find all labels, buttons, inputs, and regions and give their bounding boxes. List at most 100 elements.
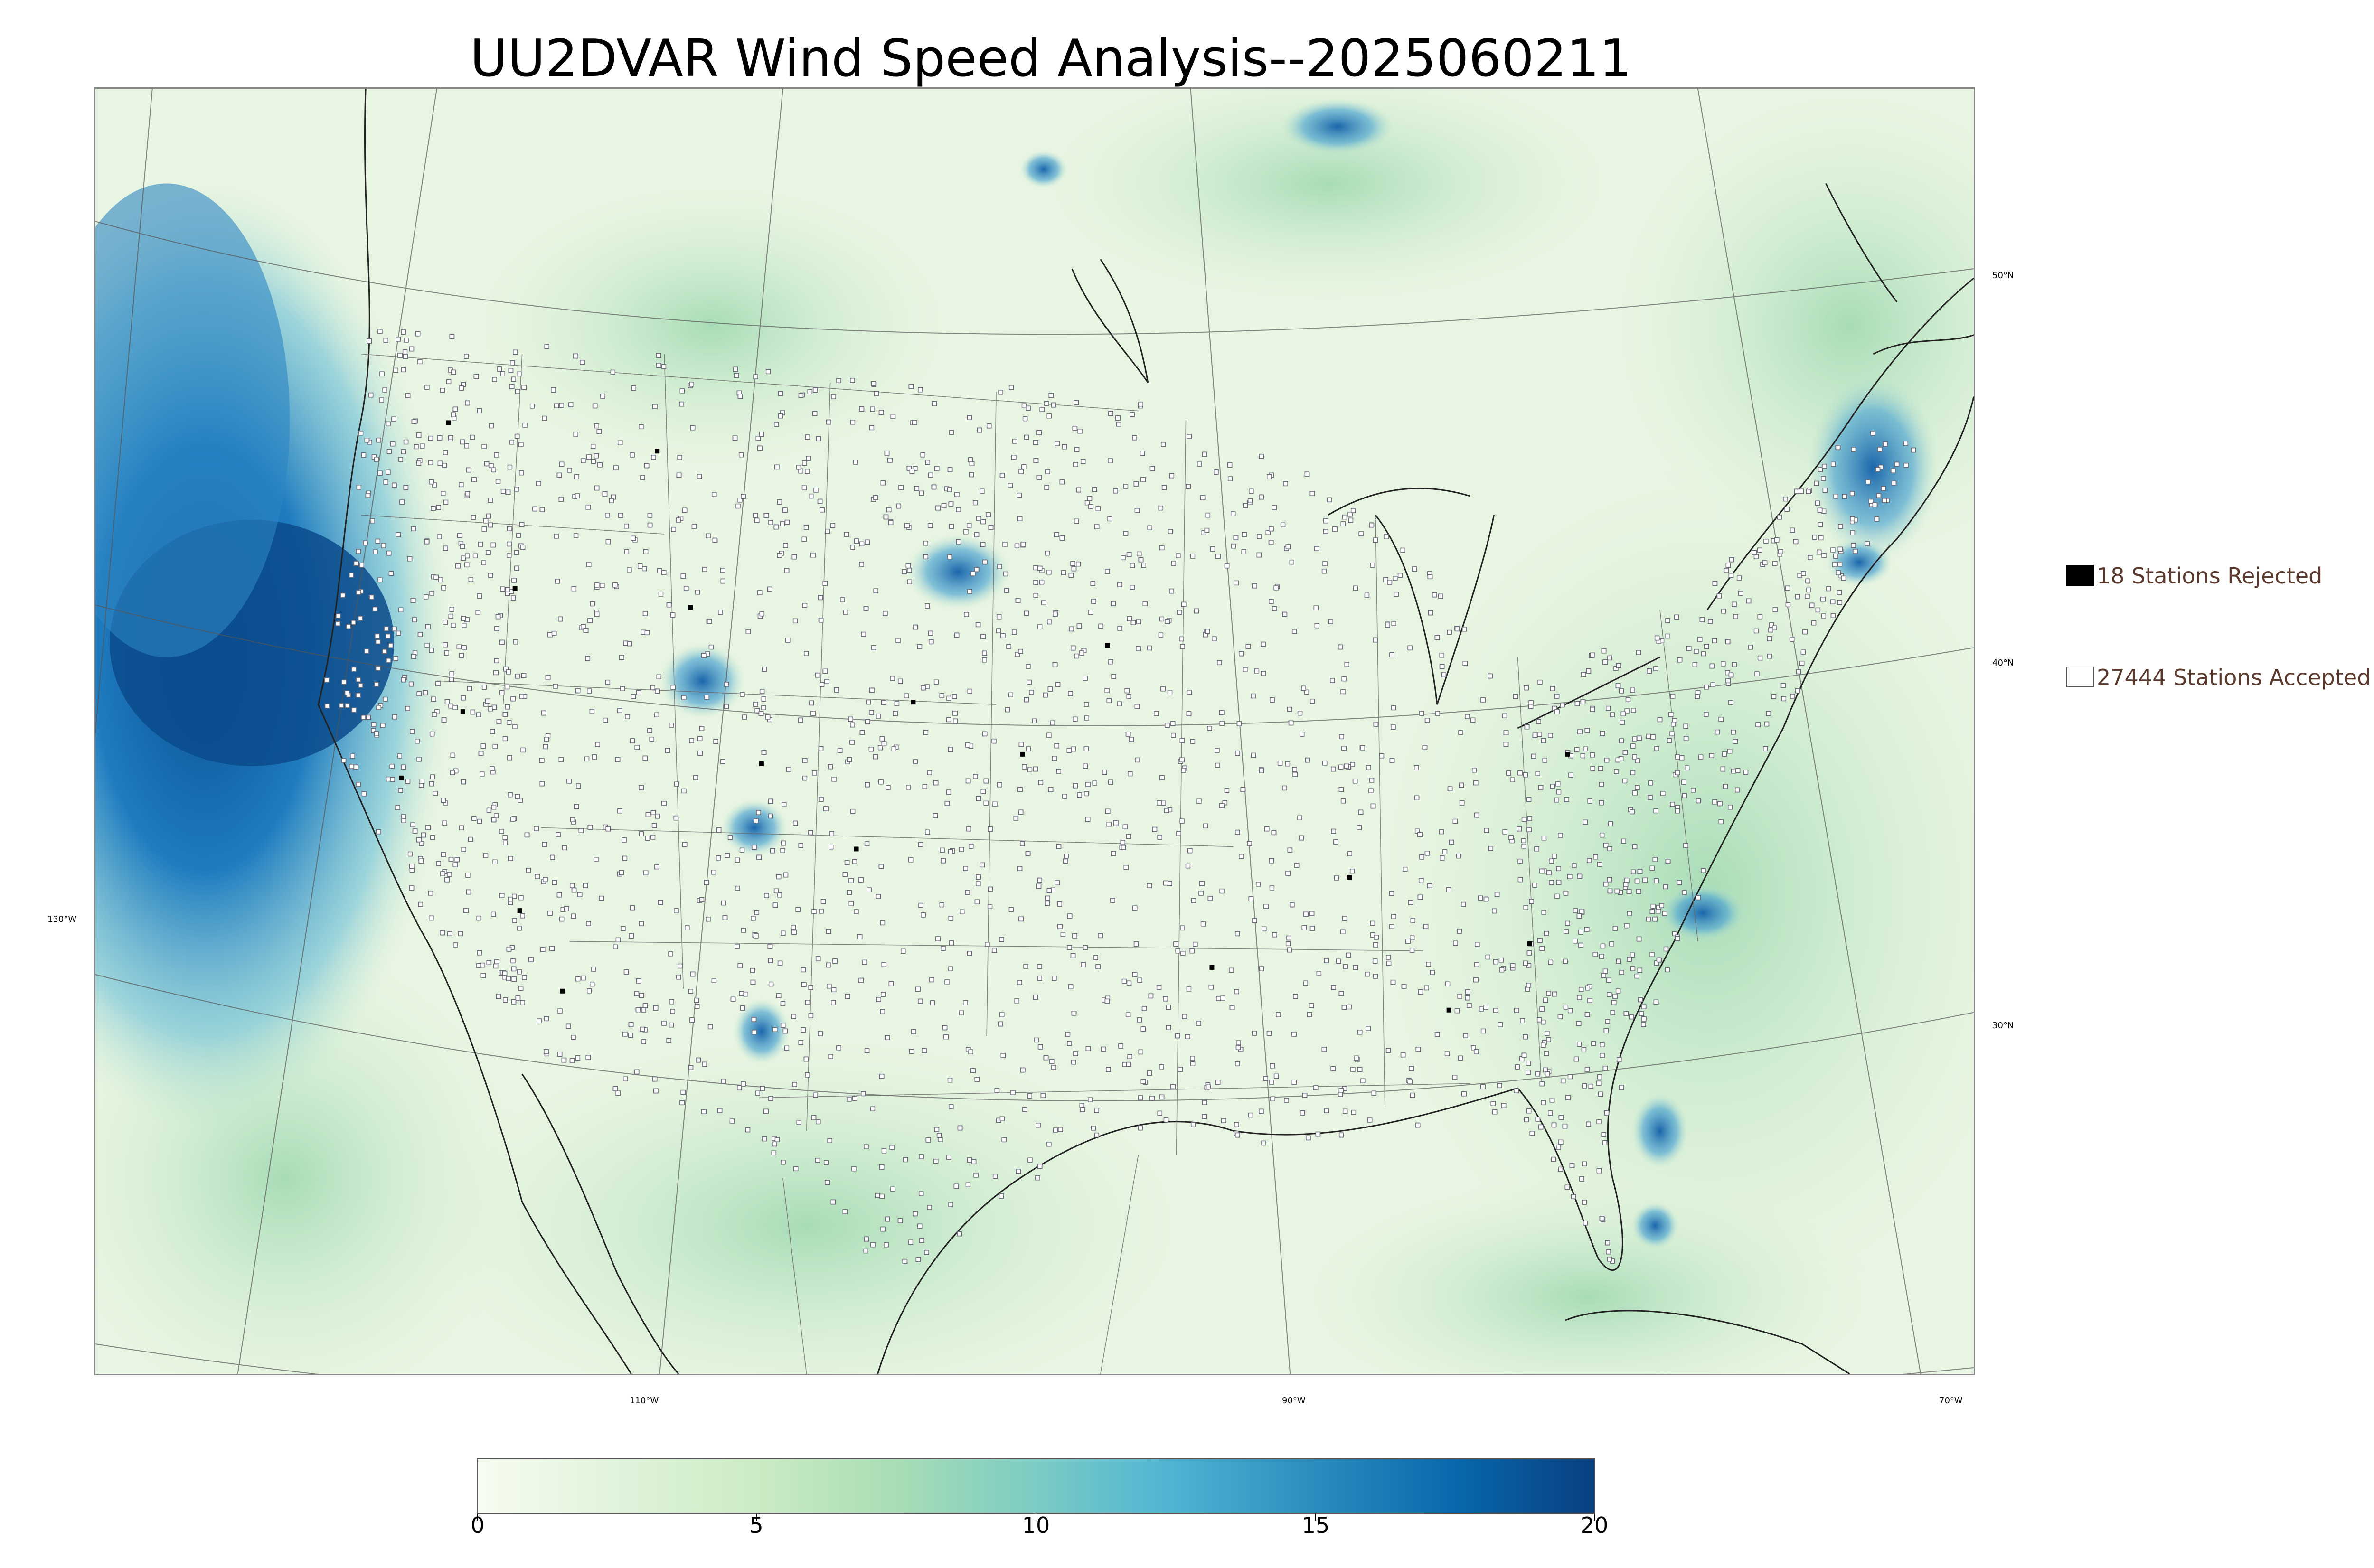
station-marker [1409, 935, 1415, 940]
station-marker [1046, 1142, 1052, 1147]
station-marker [777, 553, 782, 558]
station-marker [1094, 1108, 1099, 1113]
station-marker [1158, 632, 1164, 638]
station-marker [1781, 696, 1787, 702]
station-marker [1351, 1109, 1357, 1115]
station-marker [1256, 882, 1261, 887]
station-marker [1596, 1168, 1602, 1174]
station-marker [1471, 1045, 1476, 1051]
station-marker [591, 967, 596, 972]
station-marker [1299, 732, 1305, 737]
station-marker [1635, 785, 1640, 790]
station-marker [590, 601, 595, 607]
station-marker [397, 753, 402, 759]
station-marker [1555, 781, 1561, 787]
station-marker [559, 916, 565, 922]
station-marker [827, 983, 832, 989]
station-marker [801, 485, 807, 490]
station-marker [417, 359, 423, 365]
station-marker [781, 1160, 786, 1165]
station-marker [1785, 602, 1791, 608]
station-marker [1190, 1061, 1196, 1067]
station-marker [448, 613, 453, 619]
station-marker [1567, 1074, 1573, 1080]
station-marker [737, 498, 743, 503]
station-marker [1039, 579, 1045, 585]
station-marker [554, 403, 559, 408]
station-marker [742, 714, 747, 720]
station-marker [765, 369, 771, 375]
station-marker [1613, 666, 1619, 671]
station-marker [966, 523, 972, 528]
station-marker [671, 526, 676, 532]
station-marker [462, 623, 467, 628]
station-marker [1669, 731, 1675, 736]
station-marker [1682, 890, 1687, 895]
station-marker [1196, 798, 1202, 804]
station-marker [382, 387, 387, 393]
station-marker [828, 844, 834, 850]
station-marker [448, 435, 453, 441]
station-marker [1865, 479, 1871, 485]
station-marker [741, 928, 746, 933]
station-marker [1126, 980, 1132, 986]
station-marker [1227, 476, 1233, 481]
station-marker [1767, 654, 1772, 659]
station-marker [1033, 580, 1038, 585]
station-marker [1052, 756, 1057, 761]
station-marker [1610, 1010, 1615, 1015]
station-marker [650, 835, 656, 840]
station-marker [1410, 1092, 1415, 1098]
station-marker [1269, 885, 1275, 891]
station-marker [863, 1248, 868, 1254]
station-marker [650, 685, 655, 690]
station-marker [1108, 779, 1113, 785]
station-marker [1014, 998, 1019, 1004]
station-marker [386, 776, 391, 782]
station-marker [1736, 575, 1742, 581]
station-marker [1370, 563, 1375, 568]
station-marker [1190, 554, 1196, 559]
station-marker [889, 1145, 895, 1150]
station-marker [1837, 562, 1843, 567]
station-marker [1439, 653, 1444, 658]
station-marker [610, 369, 616, 375]
station-marker [1186, 986, 1192, 992]
station-marker [451, 412, 456, 417]
station-marker [631, 694, 636, 699]
station-marker [1053, 1127, 1058, 1133]
station-marker [1624, 708, 1630, 714]
station-marker [1269, 1080, 1274, 1085]
station-marker [1625, 697, 1631, 702]
station-marker [506, 720, 512, 725]
station-marker [948, 966, 953, 971]
pacific-high-wind-area [95, 183, 451, 1131]
station-marker [428, 460, 433, 465]
station-marker [1358, 531, 1364, 536]
station-marker [396, 630, 401, 636]
station-marker [1389, 891, 1394, 896]
station-marker [440, 388, 445, 393]
station-marker [1094, 524, 1100, 529]
station-marker [949, 940, 954, 946]
station-marker [886, 785, 891, 790]
station-marker [617, 440, 623, 445]
station-marker [1554, 893, 1560, 899]
station-marker [526, 868, 531, 873]
station-marker [1003, 571, 1008, 577]
station-marker [1821, 613, 1827, 619]
station-marker [1727, 749, 1733, 754]
map-panel[interactable] [94, 87, 1975, 1375]
station-marker [784, 1045, 790, 1051]
station-marker [934, 466, 940, 471]
station-marker [1619, 738, 1624, 743]
station-marker [1241, 549, 1246, 554]
station-marker [808, 985, 813, 990]
station-marker [1340, 689, 1346, 695]
station-marker [438, 577, 443, 582]
station-marker [1338, 764, 1344, 770]
station-marker [432, 712, 437, 717]
station-marker [1493, 959, 1498, 965]
station-marker [948, 1202, 953, 1207]
station-marker [1350, 762, 1355, 767]
